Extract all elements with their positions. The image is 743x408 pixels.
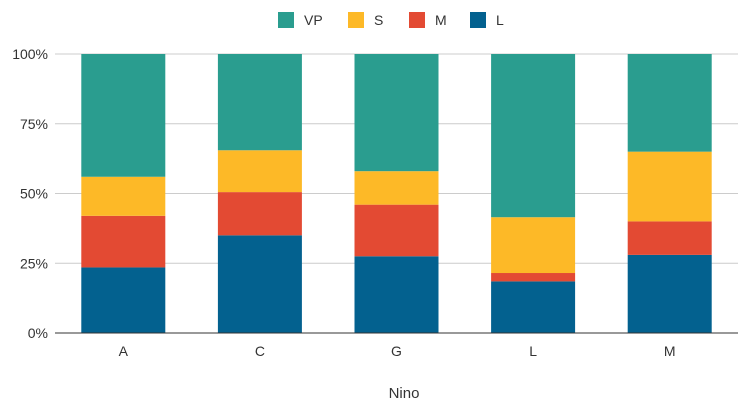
legend-label: L xyxy=(496,12,504,28)
legend-swatch xyxy=(470,12,486,28)
y-tick-label: 0% xyxy=(28,325,48,341)
y-tick-label: 25% xyxy=(20,255,48,271)
bar-segment-vp-g xyxy=(354,54,439,172)
legend-item-m[interactable]: M xyxy=(409,12,447,28)
legend-swatch xyxy=(409,12,425,28)
legend: VP S M L xyxy=(278,12,504,28)
bar-segment-s-g xyxy=(354,171,439,205)
bar-segment-vp-a xyxy=(81,54,166,177)
x-tick-label: L xyxy=(529,343,537,359)
y-tick-label: 50% xyxy=(20,186,48,202)
x-axis-title: Nino xyxy=(389,385,420,402)
bar-segment-s-l xyxy=(491,217,576,274)
bar-segment-l-l xyxy=(491,281,576,333)
legend-label: VP xyxy=(304,12,323,28)
bar-segment-s-c xyxy=(217,150,302,193)
bar-segment-l-m xyxy=(627,254,712,333)
bar-segment-vp-c xyxy=(217,54,302,151)
bar-segment-l-g xyxy=(354,256,439,333)
y-tick-label: 100% xyxy=(12,46,48,62)
legend-swatch xyxy=(348,12,364,28)
bar-segment-m-c xyxy=(217,192,302,236)
bar-segment-m-l xyxy=(491,273,576,282)
legend-item-l[interactable]: L xyxy=(470,12,504,28)
legend-swatch xyxy=(278,12,294,28)
x-tick-label: C xyxy=(255,343,265,359)
legend-label: M xyxy=(435,12,447,28)
legend-item-s[interactable]: S xyxy=(348,12,383,28)
x-tick-label: M xyxy=(664,343,676,359)
legend-label: S xyxy=(374,12,383,28)
bar-segment-m-a xyxy=(81,215,166,268)
bar-segment-m-m xyxy=(627,221,712,255)
bars xyxy=(81,54,712,333)
bar-segment-l-a xyxy=(81,267,166,333)
bar-segment-m-g xyxy=(354,204,439,257)
bar-segment-vp-m xyxy=(627,54,712,152)
legend-item-vp[interactable]: VP xyxy=(278,12,323,28)
y-tick-label: 75% xyxy=(20,116,48,132)
bar-segment-s-a xyxy=(81,176,166,216)
bar-segment-vp-l xyxy=(491,54,576,218)
x-tick-label: A xyxy=(119,343,129,359)
x-tick-label: G xyxy=(391,343,402,359)
bar-segment-l-c xyxy=(217,235,302,333)
bar-segment-s-m xyxy=(627,151,712,222)
y-axis: 0% 25% 50% 75% 100% xyxy=(12,46,48,341)
